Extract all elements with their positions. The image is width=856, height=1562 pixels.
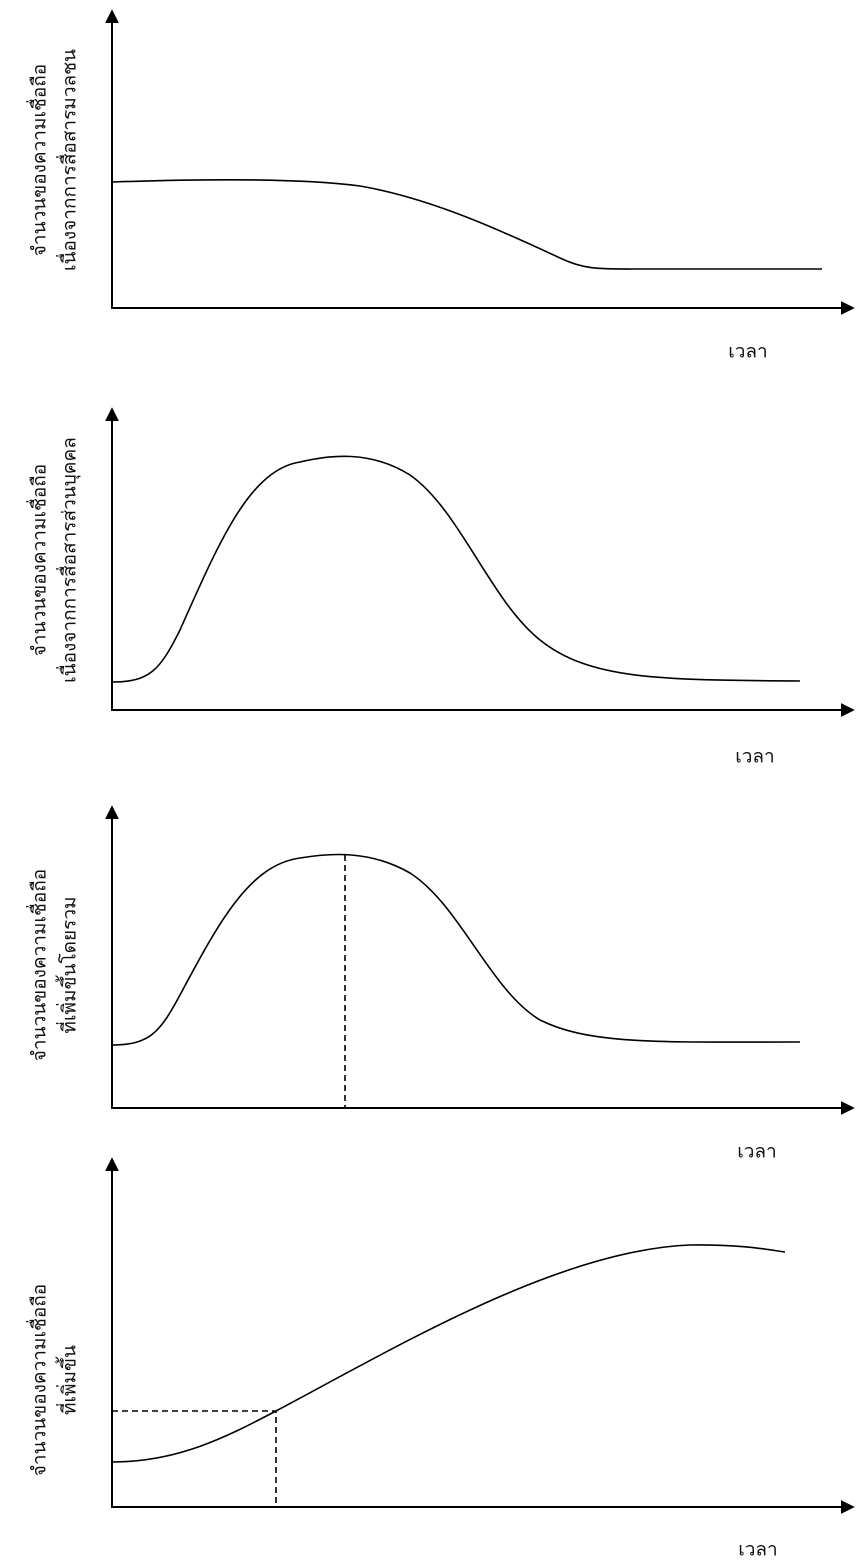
x-label: เวลา (737, 1141, 776, 1163)
y-label: จำนวนของความเชื่อถือ (26, 1284, 51, 1476)
y-label: เนื่องจากการสื่อสารมวลชน (56, 49, 81, 271)
x-label: เวลา (738, 1539, 777, 1561)
dashed-guide (112, 1411, 276, 1507)
curve (112, 456, 800, 682)
panel-4: จำนวนของความเชื่อถือ ที่เพิ่มขึ้น เวลา (26, 1160, 853, 1561)
y-label: ที่เพิ่มขึ้นโดยรวม (56, 896, 81, 1033)
axes (112, 410, 852, 710)
curve (112, 180, 822, 269)
curve (112, 1245, 785, 1462)
y-label: จำนวนของความเชื่อถือ (26, 869, 51, 1061)
x-label: เวลา (728, 341, 767, 363)
panel-1: จำนวนของความเชื่อถือ เนื่องจากการสื่อสาร… (26, 12, 853, 363)
y-label: จำนวนของความเชื่อถือ (26, 464, 51, 656)
panel-2: จำนวนของความเชื่อถือ เนื่องจากการสื่อสาร… (26, 410, 853, 768)
y-label: จำนวนของความเชื่อถือ (26, 64, 51, 256)
axes (112, 12, 852, 308)
axes (112, 1160, 852, 1507)
y-label: เนื่องจากการสื่อสารส่วนบุคคล (56, 437, 82, 683)
curve (112, 854, 800, 1045)
diagram: จำนวนของความเชื่อถือ เนื่องจากการสื่อสาร… (0, 0, 856, 1562)
x-label: เวลา (735, 746, 774, 768)
panel-3: จำนวนของความเชื่อถือ ที่เพิ่มขึ้นโดยรวม … (26, 808, 853, 1163)
y-label: ที่เพิ่มขึ้น (56, 1345, 81, 1415)
